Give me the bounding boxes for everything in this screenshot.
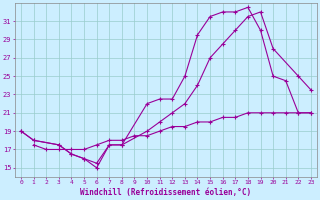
X-axis label: Windchill (Refroidissement éolien,°C): Windchill (Refroidissement éolien,°C): [80, 188, 252, 197]
